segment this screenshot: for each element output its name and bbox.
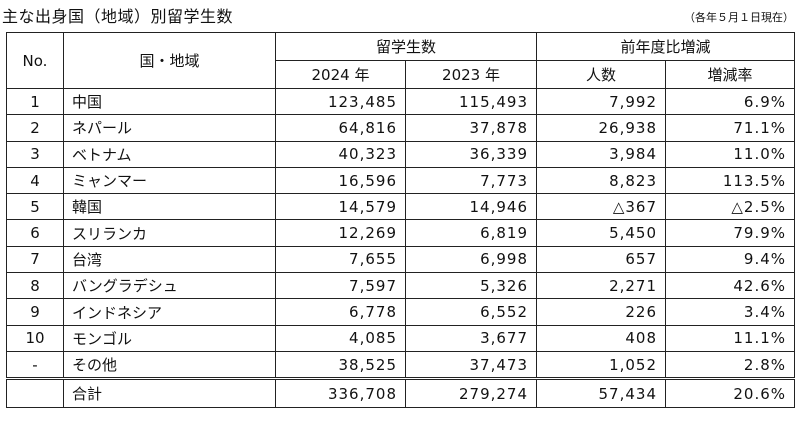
cell-2024: 16,596: [275, 166, 406, 195]
cell-2023: 6,552: [404, 298, 538, 326]
table-row: 10 モンゴル 4,085 3,677 408 11.1%: [6, 324, 796, 352]
cell-2024: 12,269: [275, 219, 406, 247]
cell-no: 3: [6, 140, 64, 168]
cell-2024: 64,816: [275, 114, 406, 142]
header-no: No.: [6, 32, 64, 89]
cell-country: インドネシア: [63, 298, 276, 326]
cell-no: 1: [6, 87, 64, 116]
table-row: 9 インドネシア 6,778 6,552 226 3.4%: [6, 298, 796, 326]
table-row: 4 ミャンマー 16,596 7,773 8,823 113.5%: [6, 166, 796, 195]
cell-count: 2,271: [536, 272, 667, 300]
cell-count: 5,450: [536, 219, 667, 247]
cell-2023: 6,819: [404, 219, 538, 247]
page-title: 主な出身国（地域）別留学生数: [2, 7, 234, 26]
cell-no: 10: [6, 324, 64, 352]
cell-2023: 36,339: [404, 140, 538, 168]
cell-country: 台湾: [63, 245, 276, 274]
table-row: 6 スリランカ 12,269 6,819 5,450 79.9%: [6, 219, 796, 247]
cell-2024: 14,579: [275, 193, 406, 221]
cell-count: 408: [536, 324, 667, 352]
total-cell-count: 57,434: [536, 378, 667, 409]
cell-no: -: [6, 350, 64, 381]
cell-country: バングラデシュ: [63, 272, 276, 300]
total-cell-rate: 20.6%: [665, 378, 796, 409]
cell-count: 226: [536, 298, 667, 326]
cell-2024: 4,085: [275, 324, 406, 352]
total-cell-2023: 279,274: [404, 378, 538, 409]
cell-2024: 6,778: [275, 298, 406, 326]
cell-no: 9: [6, 298, 64, 326]
cell-2023: 14,946: [404, 193, 538, 221]
cell-count: 657: [536, 245, 667, 274]
cell-rate: 9.4%: [665, 245, 796, 274]
cell-2023: 115,493: [404, 87, 538, 116]
cell-country: 中国: [63, 87, 276, 116]
cell-rate: 3.4%: [665, 298, 796, 326]
cell-rate: 113.5%: [665, 166, 796, 195]
header-count: 人数: [536, 60, 667, 89]
cell-no: 7: [6, 245, 64, 274]
cell-country: モンゴル: [63, 324, 276, 352]
table-row: 8 バングラデシュ 7,597 5,326 2,271 42.6%: [6, 272, 796, 300]
table-row: 7 台湾 7,655 6,998 657 9.4%: [6, 245, 796, 274]
header-students: 留学生数: [274, 32, 538, 61]
cell-count: 3,984: [536, 140, 667, 168]
cell-2023: 37,473: [404, 350, 538, 381]
cell-2023: 7,773: [404, 166, 538, 195]
cell-country: スリランカ: [63, 219, 276, 247]
cell-rate: 11.1%: [665, 324, 796, 352]
cell-rate: 71.1%: [665, 114, 796, 142]
date-note: （各年５月１日現在）: [684, 11, 794, 24]
cell-rate: 2.8%: [665, 350, 796, 381]
cell-2024: 38,525: [275, 350, 406, 381]
cell-country: その他: [63, 350, 276, 381]
cell-no: 2: [6, 114, 64, 142]
cell-count: △367: [536, 193, 667, 221]
header-change: 前年度比増減: [536, 32, 796, 61]
cell-rate: 6.9%: [665, 87, 796, 116]
cell-no: 6: [6, 219, 64, 247]
cell-rate: 42.6%: [665, 272, 796, 300]
header-2023: 2023 年: [404, 60, 538, 89]
cell-2024: 7,655: [275, 245, 406, 274]
cell-2023: 3,677: [404, 324, 538, 352]
table-row: 5 韓国 14,579 14,946 △367 △2.5%: [6, 193, 796, 221]
cell-count: 1,052: [536, 350, 667, 381]
cell-country: 韓国: [63, 193, 276, 221]
cell-count: 26,938: [536, 114, 667, 142]
cell-2023: 6,998: [404, 245, 538, 274]
table-row: 3 ベトナム 40,323 36,339 3,984 11.0%: [6, 140, 796, 168]
cell-2024: 40,323: [275, 140, 406, 168]
table-row: - その他 38,525 37,473 1,052 2.8%: [6, 350, 796, 381]
cell-2024: 123,485: [275, 87, 406, 116]
header-2024: 2024 年: [275, 60, 406, 89]
total-row: 合計 336,708 279,274 57,434 20.6%: [6, 378, 796, 409]
header-country: 国・地域: [63, 32, 276, 89]
cell-no: 8: [6, 272, 64, 300]
table-row: 2 ネパール 64,816 37,878 26,938 71.1%: [6, 114, 796, 142]
cell-count: 8,823: [536, 166, 667, 195]
cell-no: 5: [6, 193, 64, 221]
total-cell-country: 合計: [63, 378, 276, 409]
cell-2024: 7,597: [275, 272, 406, 300]
cell-country: ミャンマー: [63, 166, 276, 195]
cell-2023: 5,326: [404, 272, 538, 300]
cell-count: 7,992: [536, 87, 667, 116]
cell-rate: △2.5%: [665, 193, 796, 221]
header-rate: 増減率: [665, 60, 796, 89]
cell-rate: 11.0%: [665, 140, 796, 168]
cell-no: 4: [6, 166, 64, 195]
total-cell-2024: 336,708: [275, 378, 406, 409]
cell-rate: 79.9%: [665, 219, 796, 247]
cell-country: ネパール: [63, 114, 276, 142]
table-row: 1 中国 123,485 115,493 7,992 6.9%: [6, 87, 796, 116]
total-cell-no: [6, 378, 64, 409]
students-table: No. 国・地域 留学生数 前年度比増減 2024 年 2023 年 人数 増減…: [6, 32, 796, 409]
cell-country: ベトナム: [63, 140, 276, 168]
cell-2023: 37,878: [404, 114, 538, 142]
